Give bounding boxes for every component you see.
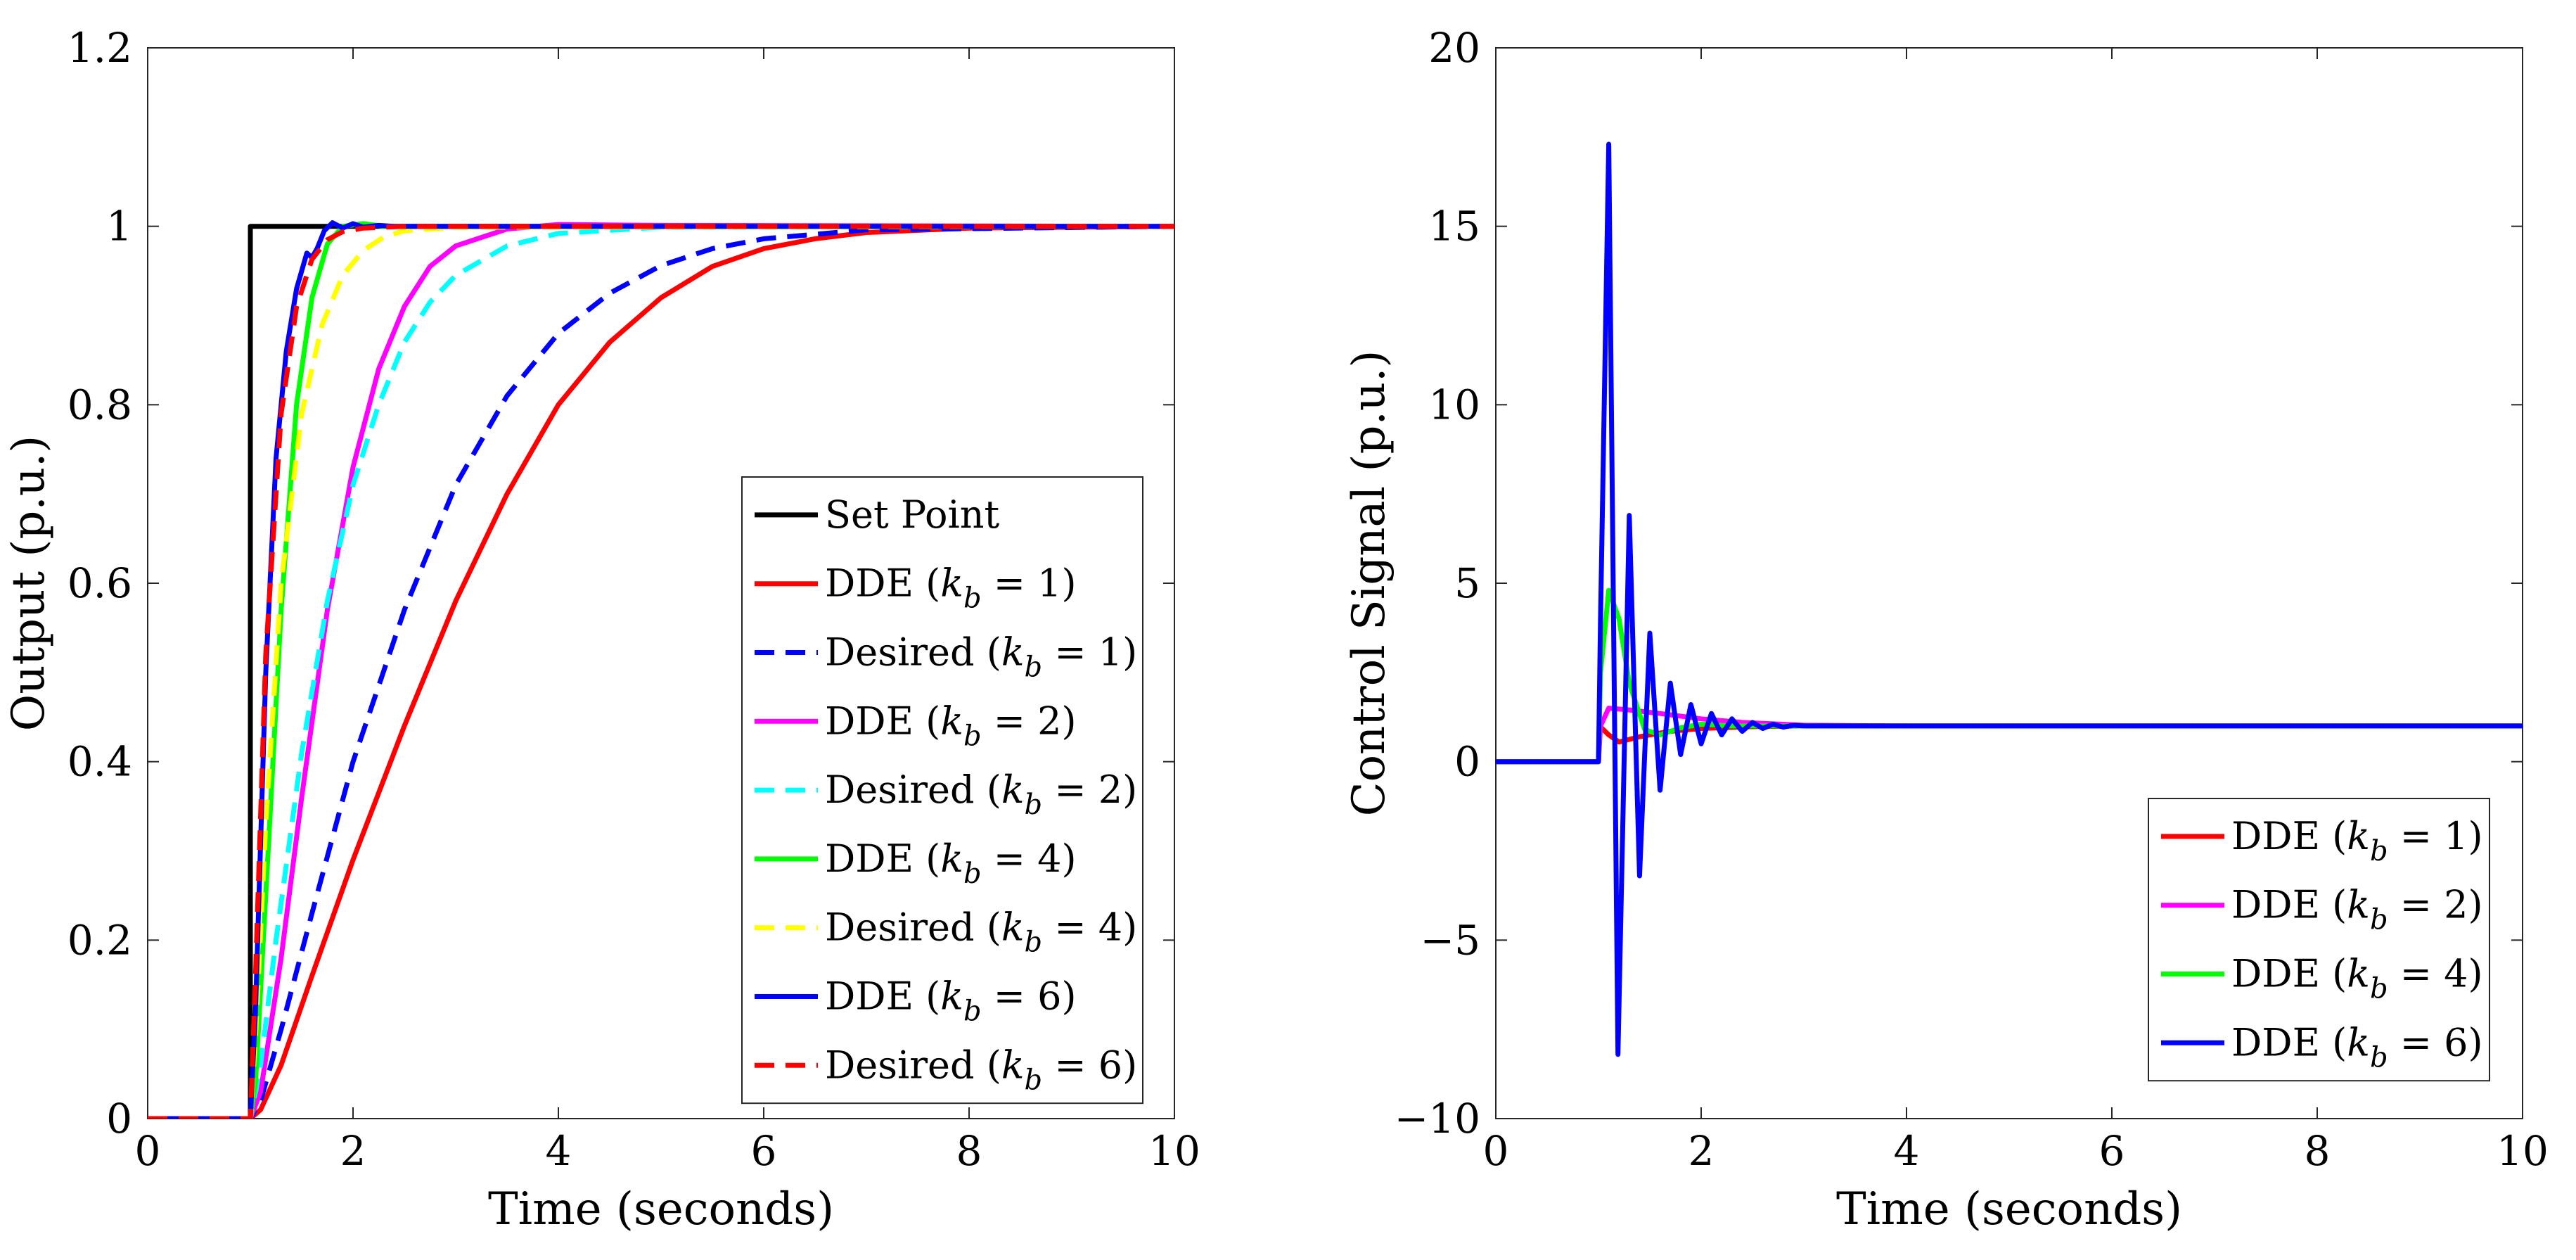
legend: Set Point DDE (kb = 1) Desired (kb = 1) DDE… bbox=[741, 476, 1143, 1105]
y-tick-label: −10 bbox=[1395, 1095, 1480, 1143]
x-axis-label: Time (seconds) bbox=[488, 1183, 834, 1235]
series-line-desired-k-b-4 bbox=[148, 224, 1174, 1119]
y-tick-label: 1.2 bbox=[68, 24, 132, 72]
legend-entry-label: DDE (kb = 2) bbox=[825, 699, 1077, 752]
y-tick-label: 1 bbox=[106, 203, 132, 250]
control-signal-chart: 0 2 4 6 8 10 −10 −5 0 5 10 15 20 Time (seconds) Contro… bbox=[1343, 24, 2549, 1235]
legend-entry-label: DDE (kb = 4) bbox=[2231, 952, 2483, 1005]
series-line-desired-k-b-2 bbox=[148, 224, 1174, 1119]
x-tick-label: 8 bbox=[956, 1127, 982, 1175]
legend-entry-label: DDE (kb = 1) bbox=[825, 561, 1077, 615]
legend-entry-label: Desired (kb = 4) bbox=[825, 905, 1137, 959]
legend: DDE (kb = 1) DDE (kb = 2) DDE (kb = 4) DDE … bbox=[2148, 798, 2490, 1082]
series-group bbox=[1496, 141, 2523, 1057]
y-tick-label: 0 bbox=[106, 1095, 132, 1143]
legend-entry-label: DDE (kb = 6) bbox=[2231, 1020, 2483, 1074]
series-line-dde-k-b-6 bbox=[1496, 141, 2523, 1057]
x-axis-label: Time (seconds) bbox=[1836, 1183, 2182, 1235]
x-tick-label: 4 bbox=[1894, 1127, 1920, 1175]
legend-entry-label: Set Point bbox=[825, 492, 1000, 537]
y-axis-label: Output (p.u.) bbox=[3, 435, 55, 731]
x-tick-label: 4 bbox=[546, 1127, 572, 1175]
y-tick-label: 0.8 bbox=[68, 381, 132, 428]
series-line-desired-k-b-1 bbox=[148, 224, 1174, 1119]
x-tick-label: 8 bbox=[2305, 1127, 2331, 1175]
x-tick-label: 6 bbox=[751, 1127, 777, 1175]
series-line-dde-k-b-1 bbox=[148, 224, 1174, 1119]
x-tick-label: 10 bbox=[2497, 1127, 2549, 1175]
legend-entry-label: DDE (kb = 4) bbox=[825, 836, 1077, 890]
legend-box bbox=[2148, 798, 2490, 1082]
x-tick-label: 0 bbox=[135, 1127, 161, 1175]
legend-entry-label: Desired (kb = 2) bbox=[825, 768, 1137, 821]
y-tick-label: 10 bbox=[1428, 381, 1480, 428]
x-tick-label: 2 bbox=[340, 1127, 366, 1175]
legend-entry-label: DDE (kb = 1) bbox=[2231, 814, 2483, 867]
y-tick-label: 0.4 bbox=[68, 738, 132, 786]
series-group bbox=[148, 220, 1174, 1119]
series-line-desired-k-b-6 bbox=[148, 224, 1174, 1119]
x-tick-label: 2 bbox=[1689, 1127, 1715, 1175]
y-tick-label: −5 bbox=[1421, 916, 1481, 964]
legend-entry-label: DDE (kb = 6) bbox=[825, 974, 1077, 1028]
x-tick-label: 6 bbox=[2099, 1127, 2125, 1175]
legend-entry-label: DDE (kb = 2) bbox=[2231, 883, 2483, 936]
y-tick-label: 20 bbox=[1428, 24, 1480, 72]
legend-entry-label: Desired (kb = 6) bbox=[825, 1043, 1137, 1096]
x-tick-label: 10 bbox=[1148, 1127, 1200, 1175]
y-axis-label: Control Signal (p.u.) bbox=[1343, 350, 1395, 817]
y-tick-label: 0.6 bbox=[68, 559, 132, 607]
x-tick-label: 0 bbox=[1483, 1127, 1509, 1175]
y-tick-label: 5 bbox=[1454, 559, 1480, 607]
output-chart: 0 2 4 6 8 10 0 0.2 0.4 0.6 0.8 1 1.2 Time (seconds) Ou… bbox=[3, 24, 1200, 1235]
y-tick-label: 0 bbox=[1454, 738, 1480, 786]
y-tick-label: 15 bbox=[1428, 203, 1480, 250]
legend-entry-label: Desired (kb = 1) bbox=[825, 630, 1137, 684]
y-tick-label: 0.2 bbox=[68, 916, 132, 964]
